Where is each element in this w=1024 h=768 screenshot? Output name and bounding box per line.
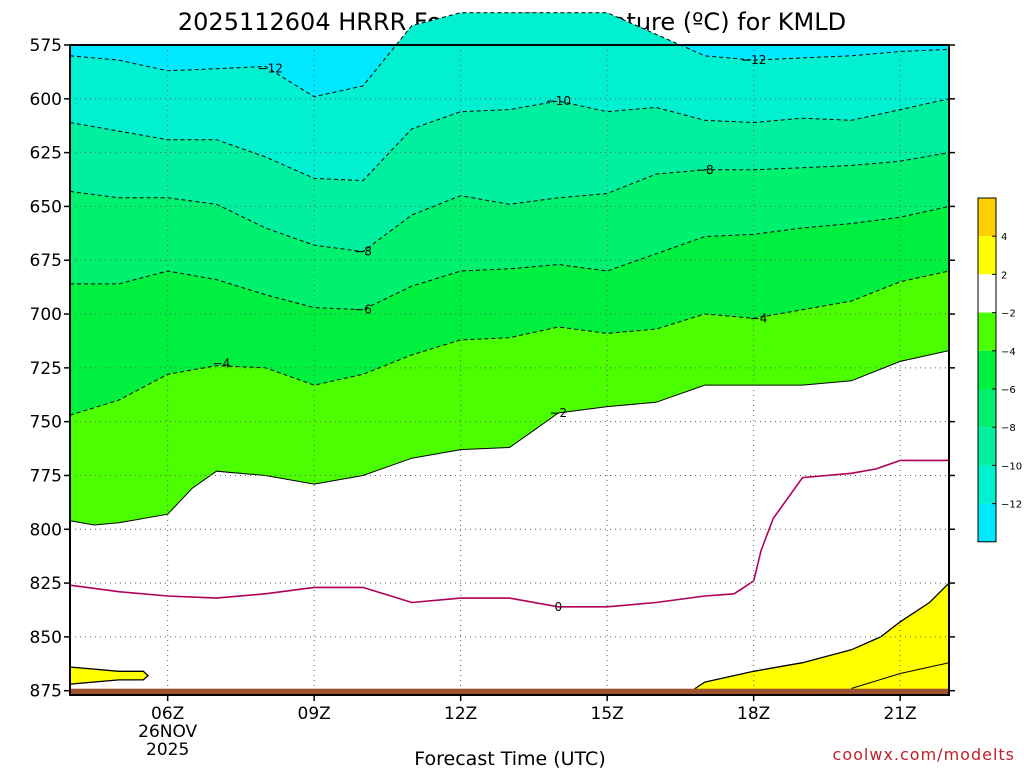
isotherm-m8: −8 −8 xyxy=(69,152,950,259)
isotherm-line xyxy=(69,152,950,253)
plot-area xyxy=(69,12,950,696)
fill-band-above-0 xyxy=(70,460,949,695)
isotherm-line xyxy=(69,270,950,416)
axis-layer: 575 600 625 650 675 700 725 750 775 800 825 850 875 0… xyxy=(30,36,955,760)
isotherm-line xyxy=(69,98,950,182)
plot-frame xyxy=(69,44,950,696)
isotherm-label: −2 xyxy=(549,406,567,420)
x-axis-label: Forecast Time (UTC) xyxy=(414,748,605,768)
colorbar-tick-label: −8 xyxy=(1001,423,1016,434)
isotherm-layer: −12−12−10−8−8−6−4−4−20 xyxy=(69,12,950,614)
date-day-label: 26NOV xyxy=(138,722,197,742)
colorbar-tick-label: 2 xyxy=(1001,270,1007,281)
isotherm-line xyxy=(69,12,950,98)
y-tick-label: 875 xyxy=(30,682,62,702)
isotherm-line xyxy=(69,459,949,608)
colorbar-segment xyxy=(978,350,996,389)
isotherm-label: −6 xyxy=(354,303,372,317)
isotherm-label: −4 xyxy=(750,311,768,325)
colorbar-tick-label: −10 xyxy=(1001,461,1022,472)
y-tick-label: 675 xyxy=(30,251,62,271)
x-tick-label: 18Z xyxy=(737,704,770,724)
x-tick-label: 09Z xyxy=(298,704,331,724)
y-tick-label: 775 xyxy=(30,466,62,486)
y-tick-label: 825 xyxy=(30,574,62,594)
colorbar-segment xyxy=(978,503,996,542)
isotherm-line xyxy=(69,350,950,526)
colorbar-segment xyxy=(978,236,996,275)
colorbar-segment xyxy=(978,389,996,428)
isotherm-label: −10 xyxy=(546,94,571,108)
credit-text: coolwx.com/modelts xyxy=(833,745,1015,764)
y-tick-label: 600 xyxy=(30,90,62,110)
terrain-strip xyxy=(70,688,949,695)
warm-region-0 xyxy=(69,666,150,685)
x-tick-label: 15Z xyxy=(591,704,624,724)
isotherm-m6: −6 xyxy=(70,205,950,317)
isotherm-m2: −2 xyxy=(69,350,950,526)
y-tick-label: 750 xyxy=(30,413,62,433)
colorbar-segment xyxy=(978,312,996,351)
x-tick-label: 12Z xyxy=(444,704,477,724)
y-tick-label: 575 xyxy=(30,36,62,56)
colorbar-tick-label: 4 xyxy=(1001,232,1007,243)
isotherm-m4: −4 −4 xyxy=(69,270,950,416)
colorbar-segment xyxy=(978,427,996,466)
isotherm-label: 0 xyxy=(555,600,563,614)
colorbar-tick-label: −4 xyxy=(1001,347,1016,358)
isotherm-label: −8 xyxy=(354,245,372,259)
y-tick-label: 625 xyxy=(30,144,62,164)
isotherm-label: −8 xyxy=(696,163,714,177)
isotherm-label: −4 xyxy=(213,357,231,371)
x-tick-label: 21Z xyxy=(884,704,917,724)
colorbar-segment xyxy=(978,274,996,313)
y-tick-label: 800 xyxy=(30,520,62,540)
y-tick-label: 850 xyxy=(30,628,62,648)
colorbar-segment xyxy=(978,198,996,237)
y-tick-label: 700 xyxy=(30,305,62,325)
colorbar-segment xyxy=(978,465,996,504)
colorbar-tick-label: −2 xyxy=(1001,309,1016,320)
y-tick-label: 725 xyxy=(30,359,62,379)
isotherm-line xyxy=(70,205,950,311)
colorbar-tick-label: −12 xyxy=(1001,500,1022,511)
colorbar-tick-label: −6 xyxy=(1001,385,1016,396)
date-year-label: 2025 xyxy=(146,740,189,760)
isotherm-0: 0 xyxy=(69,459,949,614)
y-tick-label: 650 xyxy=(30,197,62,217)
colorbar-frame xyxy=(977,197,997,543)
isotherm-4 xyxy=(851,662,950,689)
colorbar: 4 2 −2 −4 −6 −8 −10 −12 xyxy=(977,197,1022,543)
isotherm-label: −12 xyxy=(258,62,283,76)
grid-layer xyxy=(70,44,949,695)
isotherm-m10: −10 xyxy=(69,94,950,182)
x-tick-label: 06Z xyxy=(151,704,184,724)
